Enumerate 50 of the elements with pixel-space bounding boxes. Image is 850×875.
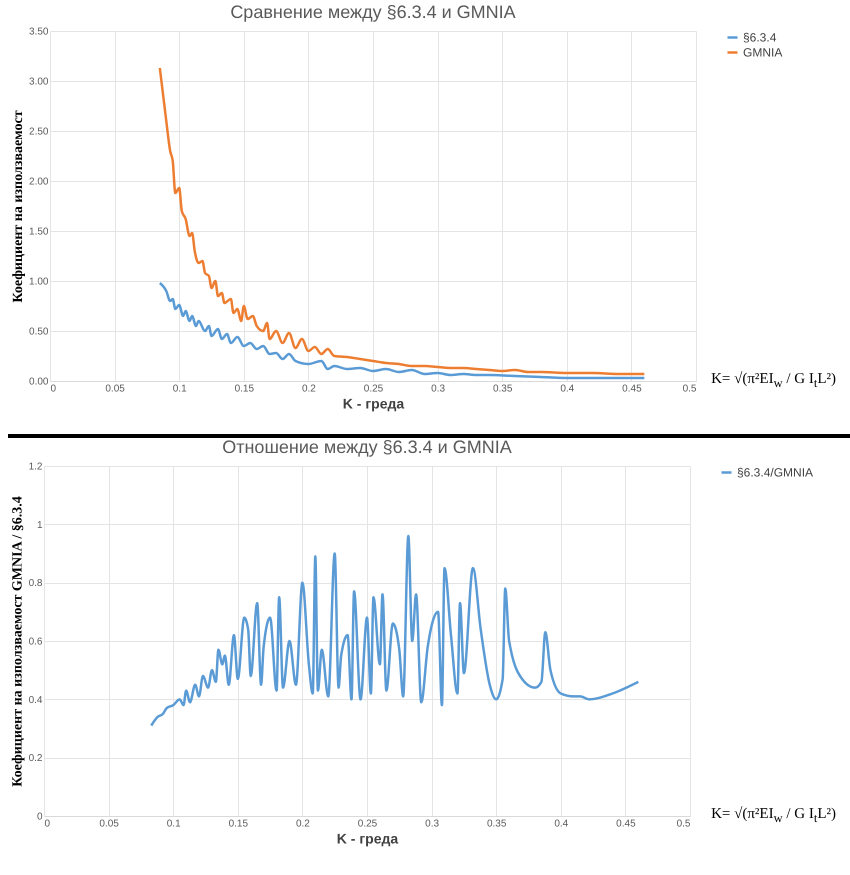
y-tick-label: 1.2 bbox=[28, 462, 43, 472]
y-tick-label: 0.6 bbox=[28, 636, 43, 648]
x-tick-label: 0 bbox=[50, 384, 56, 394]
x-tick-label: 0.2 bbox=[296, 818, 310, 830]
y-tick-label: 0 bbox=[36, 812, 43, 822]
legend-label: §6.3.4 bbox=[743, 30, 777, 44]
y-tick-label: 2.00 bbox=[29, 176, 49, 188]
y-tick-label: 0.2 bbox=[28, 753, 43, 764]
y-axis-title: Коефициент на използваемост bbox=[11, 110, 26, 303]
x-tick-label: 0.05 bbox=[105, 384, 126, 394]
y-tick-label: 3.50 bbox=[29, 26, 49, 38]
x-tick-label: 0.3 bbox=[431, 384, 446, 394]
x-tick-label: 0.4 bbox=[560, 384, 575, 394]
y-tick-label: 2.50 bbox=[29, 126, 49, 138]
x-tick-label: 0.1 bbox=[166, 818, 182, 830]
x-tick-label: 0.25 bbox=[364, 384, 384, 394]
x-tick-label: 0.2 bbox=[302, 384, 316, 394]
x-tick-label: 0.1 bbox=[172, 384, 188, 394]
x-tick-label: 0.35 bbox=[486, 818, 507, 830]
line-series bbox=[150, 534, 640, 727]
y-tick-label: 0.8 bbox=[28, 578, 43, 590]
text: K= √(π²EI$_{w}$ / G I$_{t}$L²) bbox=[711, 806, 836, 826]
x-axis-title: K - греда bbox=[336, 830, 398, 846]
x-tick-label: 0.5 bbox=[676, 818, 691, 830]
line-series bbox=[158, 66, 646, 376]
y-tick-label: 0.00 bbox=[29, 376, 49, 388]
x-tick-label: 0.05 bbox=[99, 818, 120, 830]
x-tick-label: 0.3 bbox=[425, 818, 440, 830]
y-tick-label: 0.50 bbox=[29, 326, 49, 338]
y-tick-label: 3.00 bbox=[29, 76, 49, 88]
line-series bbox=[158, 282, 646, 380]
x-tick-label: 0.25 bbox=[358, 818, 378, 830]
y-tick-label: 1 bbox=[36, 520, 43, 531]
y-tick-label: 1.00 bbox=[29, 276, 49, 288]
chart-title: Сравнение между §6.3.4 и GMNIA bbox=[230, 2, 516, 22]
y-tick-label: 0.4 bbox=[28, 694, 43, 706]
x-tick-label: 0.15 bbox=[228, 818, 248, 830]
x-tick-label: 0.35 bbox=[492, 384, 513, 394]
text: K= √(π²EI$_{w}$ / G I$_{t}$L²) bbox=[711, 371, 836, 391]
x-tick-label: 0.4 bbox=[554, 818, 569, 830]
x-tick-label: 0.45 bbox=[622, 384, 642, 394]
y-axis-title: Коефициент на използваемост GMNIA / §6.3.4 bbox=[10, 496, 26, 787]
x-tick-label: 0.5 bbox=[682, 384, 697, 394]
y-tick-label: 1.50 bbox=[29, 226, 49, 238]
legend-label: §6.3.4/GMNIA bbox=[737, 466, 814, 480]
x-axis-title: K - греда bbox=[342, 396, 404, 412]
x-tick-label: 0.15 bbox=[234, 384, 254, 394]
legend-label: GMNIA bbox=[743, 46, 782, 60]
chart-title: Отношение между §6.3.4 и GMNIA bbox=[222, 437, 512, 457]
x-tick-label: 0.45 bbox=[616, 818, 636, 830]
